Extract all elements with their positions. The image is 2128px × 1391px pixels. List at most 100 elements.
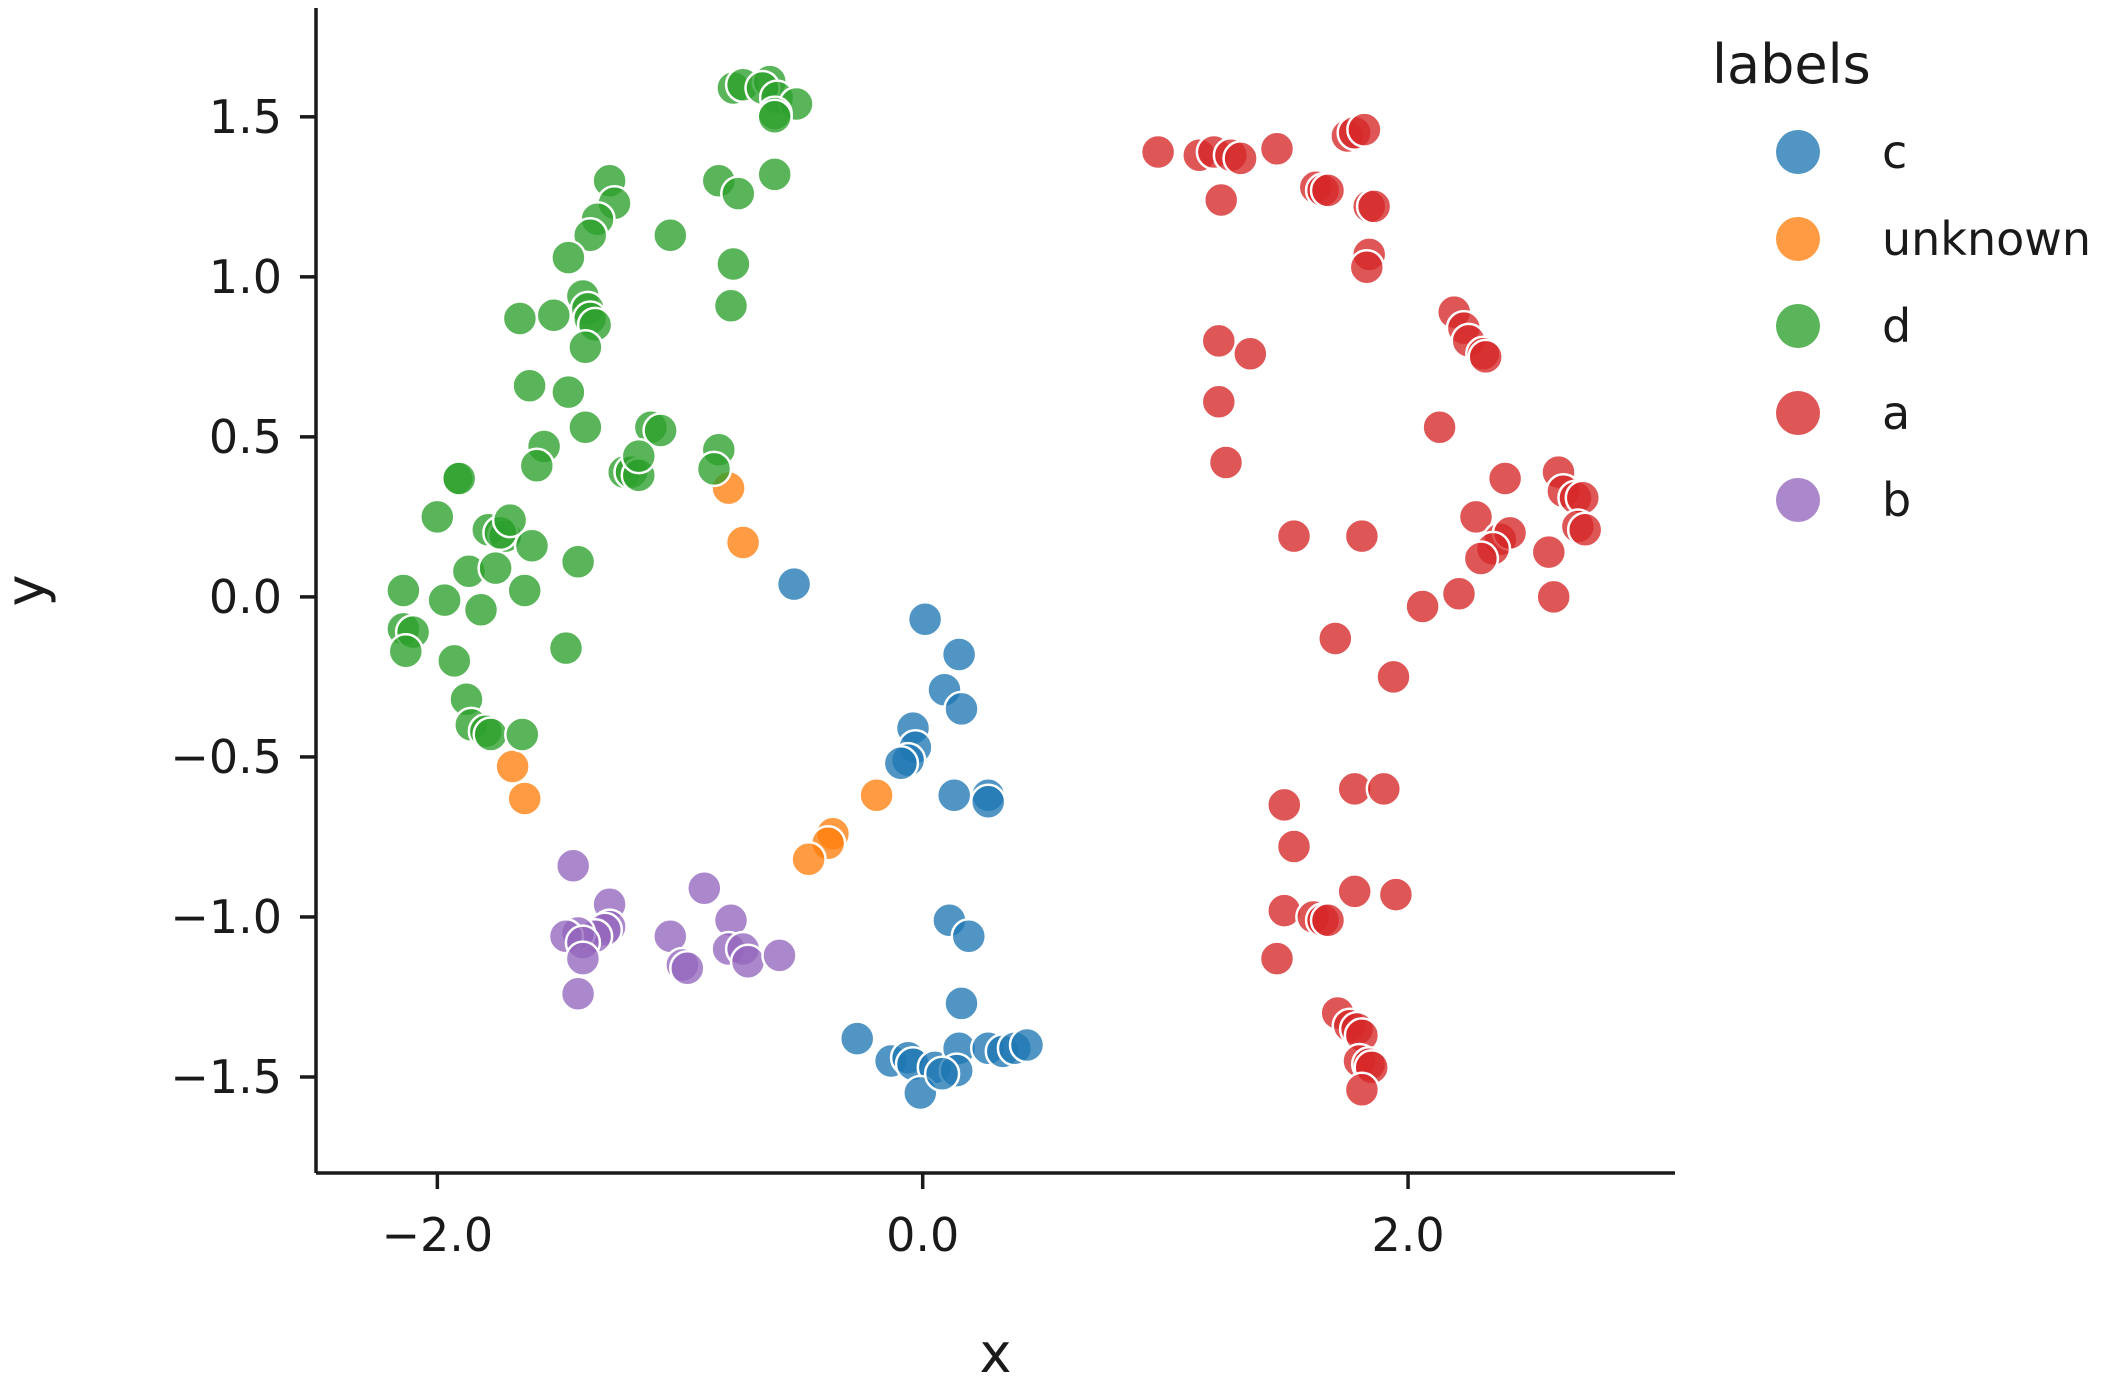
data-point-d [547, 629, 585, 667]
data-point-b [669, 949, 706, 987]
data-point-c [940, 636, 978, 673]
data-point-a [1346, 111, 1383, 148]
data-point-d [535, 297, 573, 334]
series-unknown [494, 469, 895, 878]
legend-item-b: b [1776, 473, 1911, 527]
data-point-a [1258, 940, 1296, 977]
data-point-a [1404, 588, 1441, 625]
y-tick-label: 1.0 [209, 250, 282, 304]
legend-title: labels [1712, 33, 1871, 96]
x-tick-label: 2.0 [1371, 1208, 1444, 1262]
data-point-a [1535, 578, 1572, 616]
legend-item-d: d [1776, 299, 1911, 353]
data-point-d [436, 642, 473, 680]
data-point-c [906, 601, 944, 638]
data-point-a [1457, 498, 1495, 536]
legend: labels c unknown dab [1712, 33, 2091, 527]
series-d [385, 63, 815, 753]
data-point-d [652, 216, 689, 254]
legend-item-c: c [1776, 125, 1907, 179]
data-point-d [712, 287, 750, 324]
data-point-a [1375, 658, 1412, 696]
data-point-d [756, 156, 793, 193]
legend-label: d [1882, 299, 1911, 353]
data-point-c [943, 985, 980, 1022]
legend-label: a [1882, 386, 1910, 440]
data-point-c [882, 745, 920, 782]
data-point-c [935, 777, 973, 814]
data-point-d [506, 572, 543, 609]
data-point-d [756, 98, 793, 136]
data-point-d [559, 543, 597, 580]
data-point-d [440, 460, 478, 497]
data-point-d [385, 572, 422, 609]
data-point-a [1275, 828, 1313, 865]
data-point-unknown [724, 524, 762, 561]
y-axis-ticks: −1.5 −1.0 −0.5 0.0 0.5 1.0 1.5 [170, 90, 316, 1104]
legend-marker [1776, 304, 1820, 348]
data-point-a [1232, 335, 1269, 372]
data-point-a [1566, 511, 1604, 548]
y-axis-label: y [0, 575, 57, 607]
points-layer [385, 63, 1604, 1112]
series-b [547, 847, 798, 1013]
y-tick-label: 0.0 [209, 570, 282, 624]
data-point-a [1275, 517, 1313, 555]
data-point-a [1207, 444, 1245, 481]
data-point-d [387, 633, 425, 670]
data-point-c [838, 1020, 876, 1057]
x-axis-ticks: −2.0 0.0 2.0 [381, 1173, 1445, 1262]
data-point-unknown [494, 748, 531, 785]
legend-label: unknown [1882, 212, 2091, 266]
legend-marker [1776, 217, 1820, 261]
y-tick-label: 1.5 [209, 90, 282, 144]
data-point-a [1222, 140, 1259, 177]
data-point-unknown [506, 780, 543, 817]
data-point-a [1421, 409, 1458, 446]
data-point-d [571, 216, 609, 254]
data-point-d [567, 409, 604, 446]
data-point-d [504, 716, 541, 753]
data-point-c [775, 565, 813, 603]
data-point-a [1530, 533, 1568, 571]
data-point-b [554, 847, 592, 884]
data-point-c [943, 690, 980, 728]
data-point-a [1309, 901, 1347, 939]
x-tick-label: 0.0 [886, 1208, 959, 1262]
data-point-d [472, 716, 509, 753]
data-point-b [564, 940, 602, 977]
series-a [1139, 111, 1604, 1109]
data-point-d [462, 591, 500, 628]
data-point-d [550, 239, 587, 276]
data-point-d [550, 373, 587, 411]
data-point-c [950, 917, 988, 955]
data-point-a [1355, 188, 1393, 225]
data-point-d [567, 329, 604, 366]
data-point-a [1365, 770, 1403, 808]
data-point-a [1317, 620, 1354, 657]
data-point-d [715, 245, 752, 283]
data-point-a [1200, 383, 1238, 420]
x-tick-label: −2.0 [381, 1208, 493, 1262]
legend-item-a: a [1776, 386, 1910, 440]
data-point-c [923, 1055, 961, 1093]
data-point-d [513, 527, 551, 564]
data-point-a [1377, 876, 1415, 913]
data-point-a [1266, 786, 1303, 824]
data-point-a [1309, 172, 1347, 209]
data-point-b [729, 943, 767, 981]
data-point-d [518, 447, 556, 484]
data-point-a [1139, 133, 1177, 171]
series-c [775, 565, 1046, 1112]
data-point-a [1202, 181, 1240, 219]
data-point-d [620, 437, 658, 475]
data-point-a [1462, 540, 1500, 577]
legend-marker [1776, 478, 1820, 522]
data-point-d [491, 501, 529, 539]
data-point-d [477, 549, 514, 587]
data-point-a [1348, 248, 1386, 286]
x-axis-label: x [980, 1322, 1012, 1385]
data-point-d [642, 412, 679, 449]
legend-item-unknown: unknown [1776, 212, 2091, 266]
